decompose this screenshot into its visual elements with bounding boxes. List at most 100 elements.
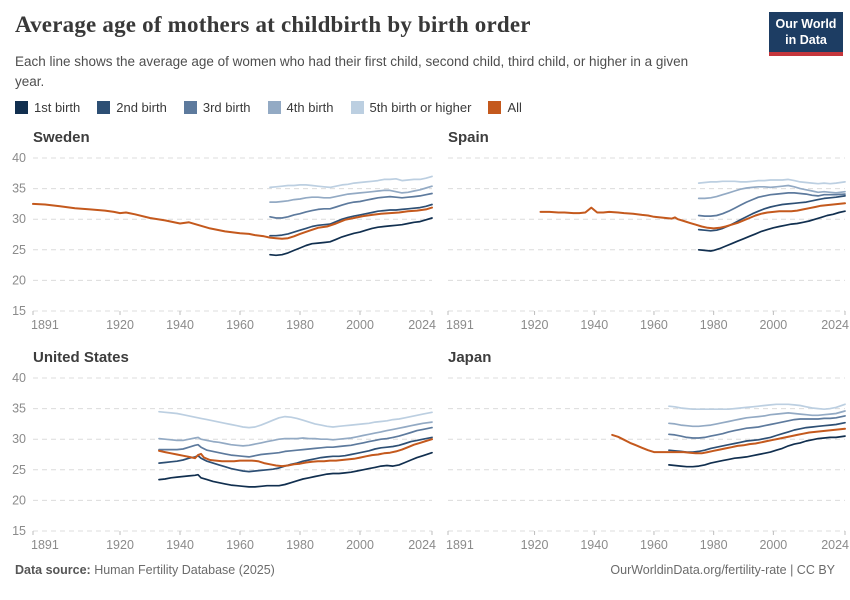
series-line-3rd-birth	[269, 192, 433, 219]
data-source-text: Human Fertility Database (2025)	[90, 563, 275, 577]
series-line-5th-birth-or-higher	[668, 403, 846, 411]
y-axis-label: 25	[12, 243, 26, 257]
y-axis-label: 15	[12, 304, 26, 318]
y-axis-label: 15	[12, 524, 26, 538]
footer-link[interactable]: OurWorldinData.org/fertility-rate | CC B…	[610, 563, 835, 577]
x-axis-label: 2000	[759, 538, 787, 552]
facet-title-sweden: Sweden	[33, 129, 90, 146]
x-axis-label: 1940	[166, 538, 194, 552]
x-axis-label: 1891	[31, 538, 59, 552]
series-line-all	[158, 438, 433, 468]
chart-sweden: 40 35 30 25 20 15 1891 1920 1940 1960 1980 2000 2024	[12, 151, 436, 332]
x-axis-label: 1960	[640, 538, 668, 552]
x-axis-label: 1960	[640, 318, 668, 332]
series-line-5th-birth-or-higher	[697, 178, 846, 185]
chart-japan: 1891 1920 1940 1960 1980 2000 2024	[446, 377, 849, 552]
series-line-all	[539, 202, 846, 230]
x-axis-label: 1960	[226, 318, 254, 332]
x-axis-label: 2024	[408, 538, 436, 552]
chart-spain: 1891 1920 1940 1960 1980 2000 2024	[446, 157, 849, 332]
series-line-3rd-birth	[668, 415, 846, 439]
legend: 1st birth 2nd birth 3rd birth 4th birth 5th …	[15, 100, 522, 115]
legend-label: All	[507, 100, 522, 115]
series-line-2nd-birth	[668, 421, 846, 453]
legend-item-5th-birth-or-higher[interactable]: 5th birth or higher	[350, 100, 472, 115]
series-line-5th-birth-or-higher	[158, 410, 433, 429]
legend-item-3rd-birth[interactable]: 3rd birth	[183, 100, 251, 115]
y-axis-label: 25	[12, 463, 26, 477]
series-line-all	[32, 202, 433, 240]
legend-swatch	[97, 101, 111, 114]
y-axis-label: 20	[12, 273, 26, 287]
x-axis-label: 1920	[106, 318, 134, 332]
legend-swatch	[350, 101, 364, 114]
series-line-4th-birth	[697, 184, 846, 200]
x-axis-label: 1940	[580, 538, 608, 552]
data-source-note: Data source: Human Fertility Database (2…	[15, 563, 275, 577]
series-line-4th-birth	[668, 410, 846, 428]
legend-label: 2nd birth	[116, 100, 167, 115]
x-axis-label: 1980	[286, 318, 314, 332]
owid-logo-line1: Our World	[775, 17, 837, 31]
x-axis-label: 1920	[521, 318, 549, 332]
series-line-4th-birth	[269, 185, 433, 203]
series-line-3rd-birth	[697, 192, 846, 217]
x-axis-label: 1940	[166, 318, 194, 332]
series-line-1st-birth	[158, 451, 433, 488]
series-line-5th-birth-or-higher	[269, 175, 433, 189]
owid-logo-line2: in Data	[785, 32, 827, 47]
chart-subtitle: Each line shows the average age of women…	[15, 54, 689, 89]
legend-item-4th-birth[interactable]: 4th birth	[267, 100, 334, 115]
facet-title-japan: Japan	[448, 349, 492, 366]
x-axis-label: 1920	[521, 538, 549, 552]
x-axis-label: 1980	[700, 538, 728, 552]
legend-label: 1st birth	[34, 100, 81, 115]
legend-label: 3rd birth	[202, 100, 251, 115]
series-line-3rd-birth	[158, 426, 433, 458]
legend-swatch	[15, 101, 28, 114]
page-title: Average age of mothers at childbirth by …	[15, 12, 531, 37]
x-axis-label: 1980	[286, 538, 314, 552]
series-line-2nd-birth	[697, 195, 846, 232]
x-axis-label: 1891	[31, 318, 59, 332]
legend-item-all[interactable]: All	[488, 100, 522, 115]
x-axis-label: 1960	[226, 538, 254, 552]
facet-title-united-states: United States	[33, 349, 129, 366]
x-axis-label: 1940	[580, 318, 608, 332]
legend-swatch	[183, 101, 197, 114]
x-axis-label: 2000	[346, 538, 374, 552]
series-line-1st-birth	[697, 210, 846, 252]
x-axis-label: 1980	[700, 318, 728, 332]
legend-item-2nd-birth[interactable]: 2nd birth	[97, 100, 167, 115]
y-axis-label: 30	[12, 432, 26, 446]
y-axis-label: 35	[12, 402, 26, 416]
x-axis-label: 2024	[408, 318, 436, 332]
y-axis-label: 35	[12, 182, 26, 196]
x-axis-label: 1891	[446, 318, 474, 332]
facet-title-spain: Spain	[448, 129, 489, 146]
x-axis-label: 2024	[821, 538, 849, 552]
chart-united-states: 40 35 30 25 20 15 1891 1920 1940 1960 1980 2000 2024	[12, 371, 436, 552]
x-axis-label: 2024	[821, 318, 849, 332]
x-axis-label: 2000	[759, 318, 787, 332]
legend-label: 5th birth or higher	[369, 100, 472, 115]
series-line-4th-birth	[158, 421, 433, 447]
y-axis-label: 30	[12, 212, 26, 226]
footer: Data source: Human Fertility Database (2…	[15, 563, 835, 577]
x-axis-label: 2000	[346, 318, 374, 332]
x-axis-label: 1920	[106, 538, 134, 552]
series-line-all	[611, 427, 846, 455]
legend-label: 4th birth	[286, 100, 334, 115]
legend-swatch	[488, 101, 502, 114]
legend-swatch	[267, 101, 281, 114]
y-axis-label: 40	[12, 151, 26, 165]
series-line-1st-birth	[668, 435, 846, 468]
y-axis-label: 20	[12, 493, 26, 507]
series-line-2nd-birth	[269, 203, 433, 237]
x-axis-label: 1891	[446, 538, 474, 552]
owid-logo[interactable]: Our World in Data	[769, 12, 843, 57]
legend-item-1st-birth[interactable]: 1st birth	[15, 100, 80, 115]
data-source-label: Data source:	[15, 563, 91, 577]
y-axis-label: 40	[12, 371, 26, 385]
